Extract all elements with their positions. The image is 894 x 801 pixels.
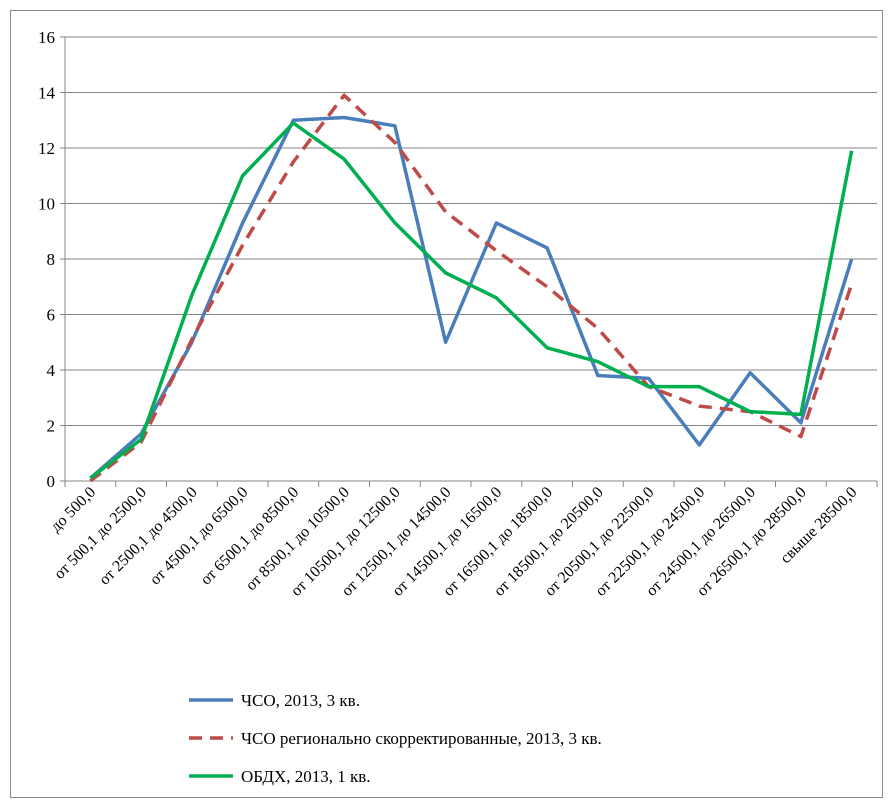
y-tick-label: 8 — [47, 250, 56, 269]
legend-entry: ЧСО регионально скорректированные, 2013,… — [189, 729, 602, 748]
x-tick-label: от 2500,1 до 4500,0 — [96, 484, 201, 589]
legend-label: ЧСО, 2013, 3 кв. — [241, 691, 360, 710]
y-tick-label: 4 — [47, 361, 56, 380]
x-tick-label: от 6500,1 до 8500,0 — [198, 484, 303, 589]
y-tick-label: 2 — [47, 417, 56, 436]
y-tick-labels: 0 2 4 6 8 10 12 14 16 — [38, 28, 56, 491]
y-tick-label: 14 — [38, 84, 56, 103]
x-tick-label: до 500,0 — [47, 484, 99, 536]
legend-label: ОБДХ, 2013, 1 кв. — [241, 767, 371, 786]
legend-label: ЧСО регионально скорректированные, 2013,… — [241, 729, 602, 748]
y-tick-label: 0 — [47, 472, 56, 491]
series-line — [89, 121, 854, 480]
series-3 — [89, 121, 854, 480]
y-tick-label: 16 — [38, 28, 55, 47]
series-2 — [89, 93, 854, 483]
y-tick-label: 12 — [38, 139, 55, 158]
line-chart: 0 2 4 6 8 10 12 14 16 до 500,0от 500,1 до 2500,0… — [38, 28, 878, 786]
chart-frame: 0 2 4 6 8 10 12 14 16 до 500,0 от 500,1 до 2500,0… — [10, 10, 883, 798]
axes — [60, 36, 878, 487]
y-tick-label: 10 — [38, 195, 55, 214]
legend: ЧСО, 2013, 3 кв. ЧСО регионально скоррект… — [189, 691, 602, 786]
legend-entry: ЧСО, 2013, 3 кв. — [189, 691, 360, 710]
series-line — [89, 93, 854, 483]
series-lines — [89, 93, 854, 483]
y-tick-label: 6 — [47, 306, 56, 325]
x-tick-label: от 500,1 до 2500,0 — [51, 484, 150, 583]
x-tick-labels: до 500,0от 500,1 до 2500,0от 2500,1 до 4… — [47, 484, 860, 600]
gridlines — [65, 36, 877, 482]
series-line — [89, 115, 854, 480]
x-tick-label: от 4500,1 до 6500,0 — [147, 484, 252, 589]
legend-entry: ОБДХ, 2013, 1 кв. — [189, 767, 371, 786]
